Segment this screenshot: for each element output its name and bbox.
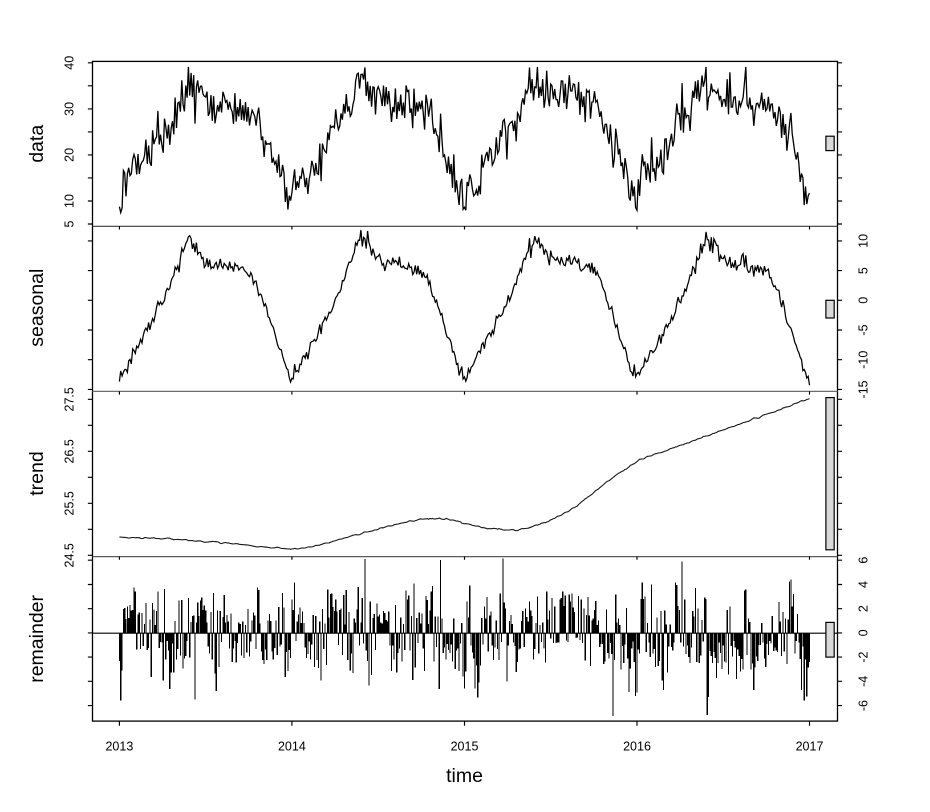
svg-text:-6: -6 xyxy=(857,700,871,711)
svg-text:0: 0 xyxy=(857,297,871,304)
svg-text:5: 5 xyxy=(857,267,871,274)
svg-text:2016: 2016 xyxy=(623,740,651,754)
svg-text:data: data xyxy=(26,125,48,163)
svg-text:2013: 2013 xyxy=(105,740,133,754)
svg-text:40: 40 xyxy=(63,56,77,70)
svg-text:6: 6 xyxy=(857,557,871,564)
svg-text:25.5: 25.5 xyxy=(63,491,77,515)
svg-text:2015: 2015 xyxy=(451,740,479,754)
svg-text:-2: -2 xyxy=(857,651,871,662)
svg-text:27.5: 27.5 xyxy=(63,387,77,411)
svg-text:20: 20 xyxy=(63,148,77,162)
svg-text:10: 10 xyxy=(857,234,871,248)
svg-text:remainder: remainder xyxy=(26,595,48,683)
svg-text:-5: -5 xyxy=(857,324,871,335)
svg-text:30: 30 xyxy=(63,102,77,116)
svg-text:0: 0 xyxy=(857,629,871,636)
svg-text:seasonal: seasonal xyxy=(26,269,48,347)
svg-text:2017: 2017 xyxy=(796,740,824,754)
svg-text:-10: -10 xyxy=(857,351,871,369)
svg-text:4: 4 xyxy=(857,581,871,588)
svg-text:5: 5 xyxy=(63,220,77,227)
svg-text:trend: trend xyxy=(26,451,48,495)
svg-text:24.5: 24.5 xyxy=(63,543,77,567)
svg-text:2014: 2014 xyxy=(278,740,306,754)
svg-text:2: 2 xyxy=(857,605,871,612)
svg-text:10: 10 xyxy=(63,194,77,208)
svg-text:-15: -15 xyxy=(857,380,871,398)
svg-text:-4: -4 xyxy=(857,676,871,687)
svg-text:time: time xyxy=(446,765,483,787)
svg-text:26.5: 26.5 xyxy=(63,439,77,463)
